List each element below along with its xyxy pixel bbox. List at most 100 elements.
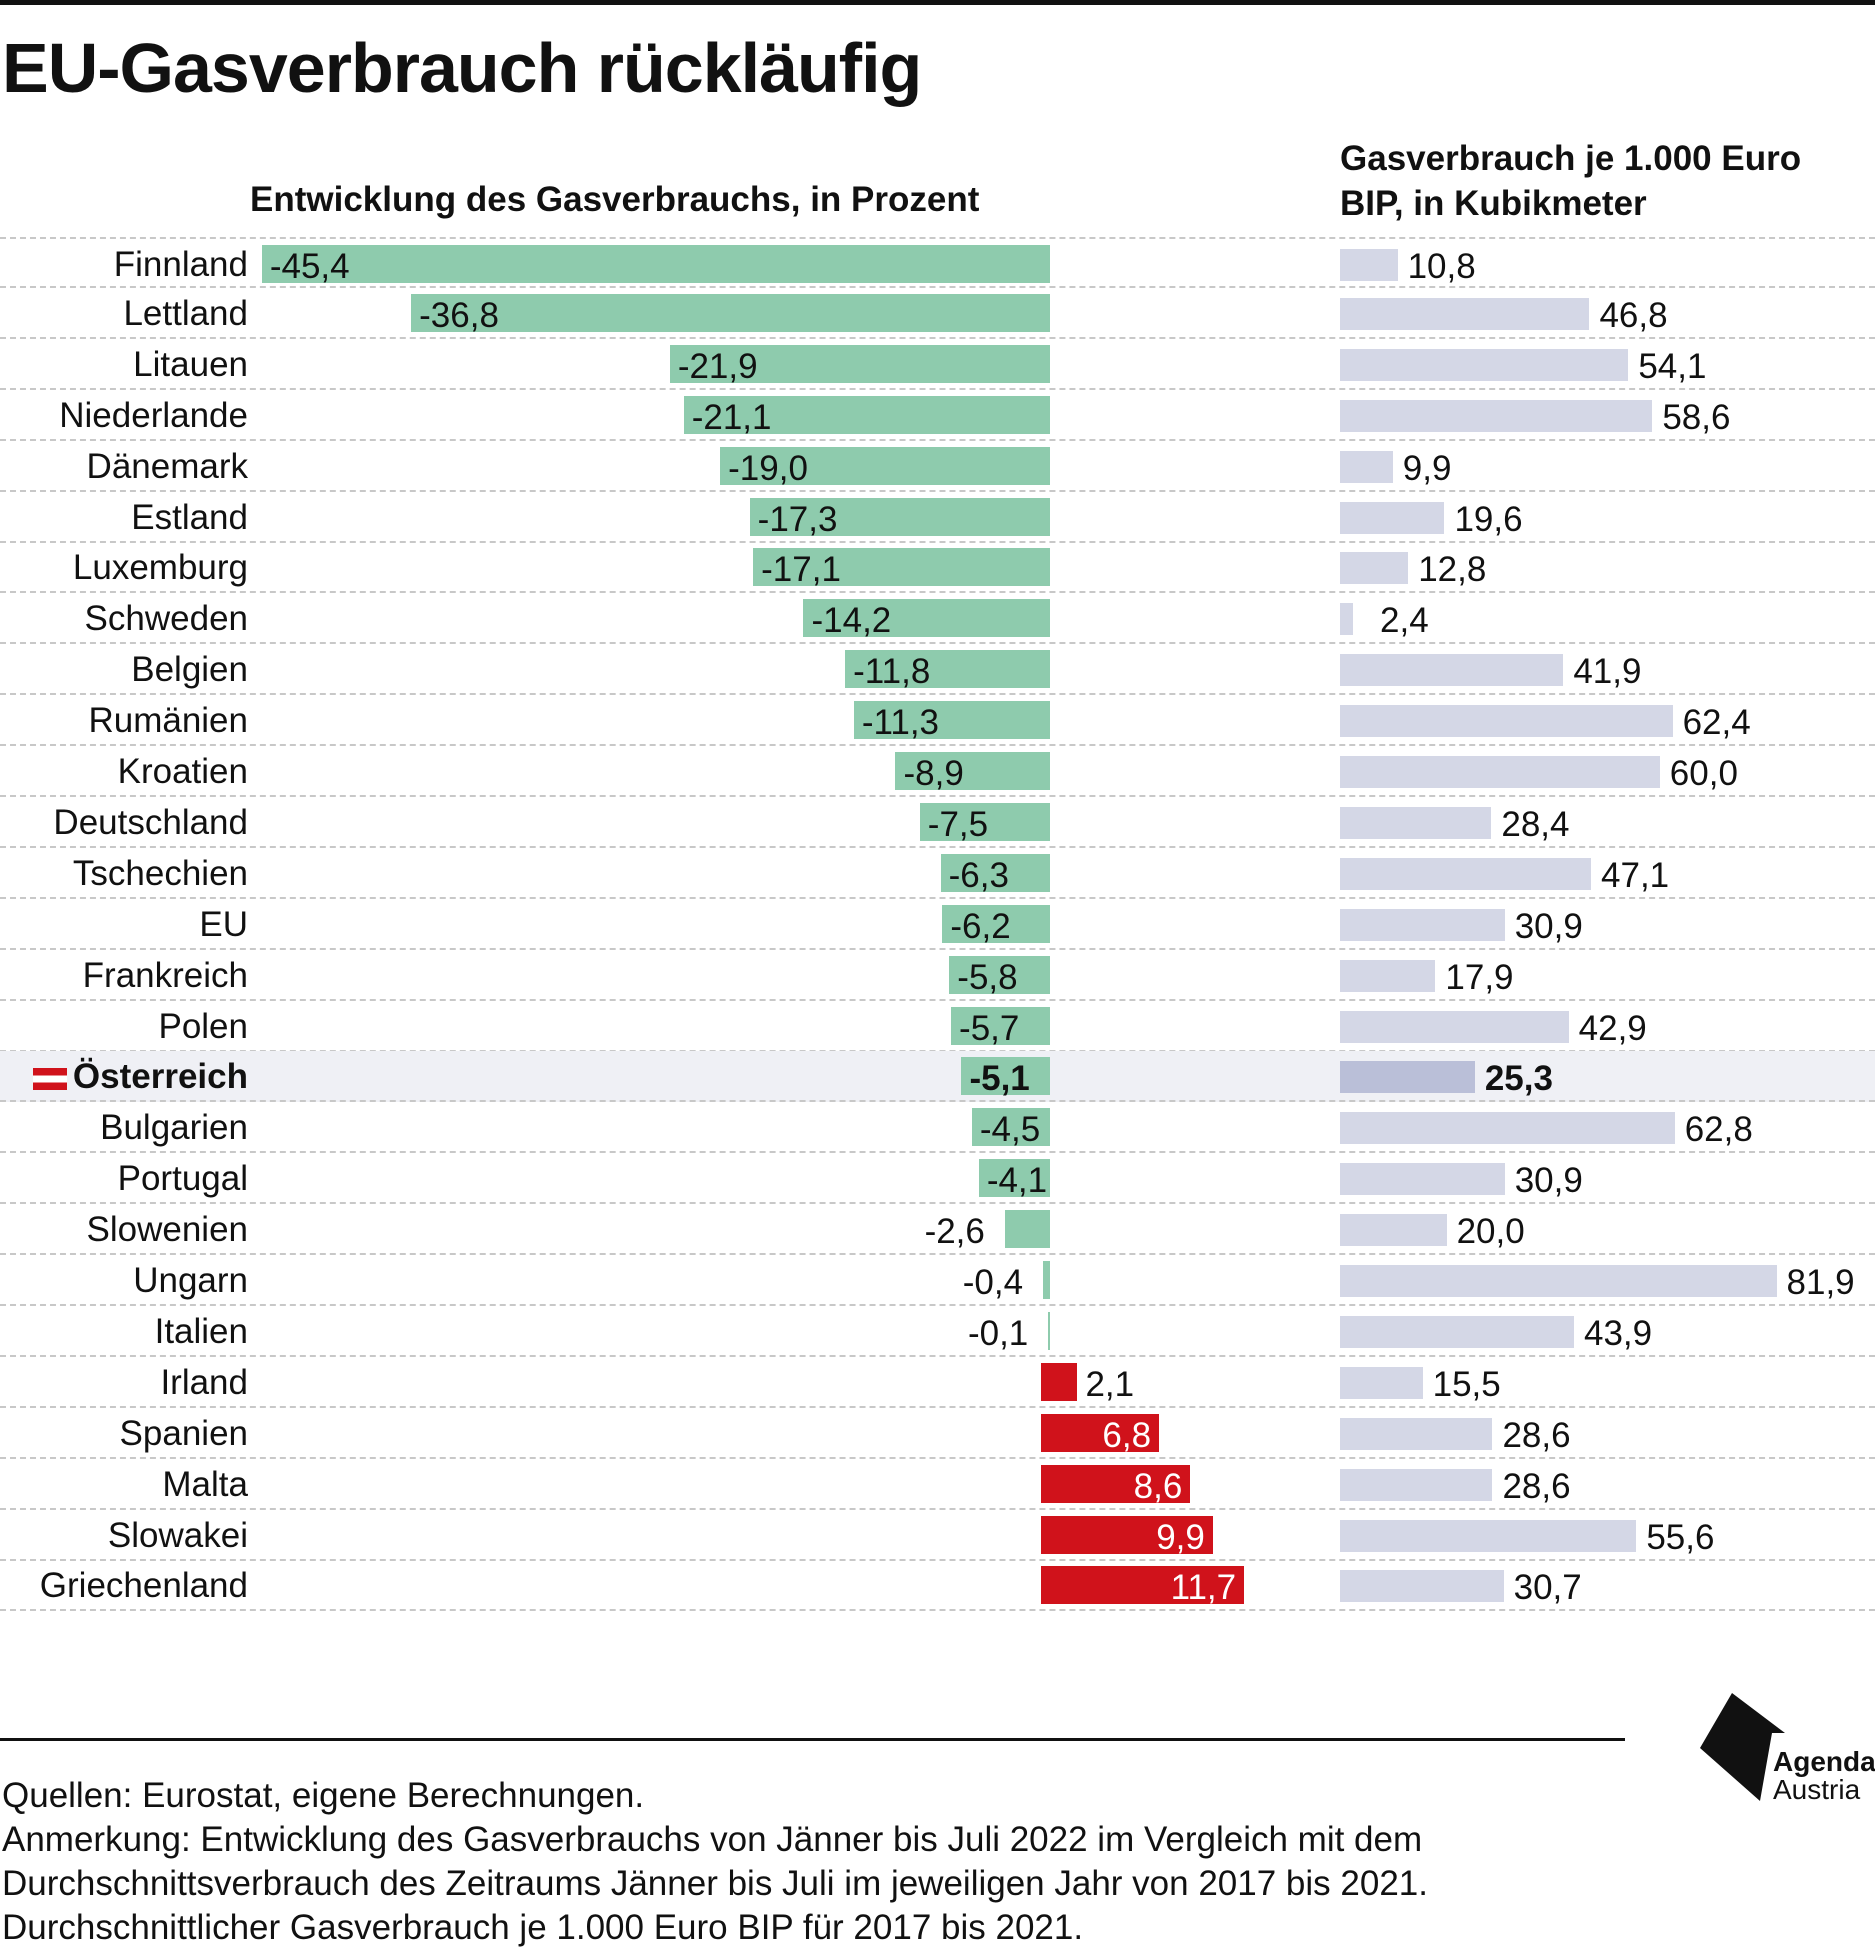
consumption-value: 30,9 (1514, 1161, 1583, 1201)
change-value: -8,9 (903, 754, 964, 793)
country-label: Estland (131, 498, 248, 538)
country-name: Slowenien (86, 1210, 249, 1250)
change-value: 8,6 (1133, 1466, 1183, 1506)
change-bar (1041, 1566, 1245, 1605)
change-bar (803, 599, 1050, 638)
change-value: -19,0 (728, 448, 808, 488)
table-row: Dänemark -19,0 9,9 (0, 441, 1875, 492)
country-name: Schweden (84, 599, 248, 639)
table-row: Belgien -11,8 41,9 (0, 644, 1875, 696)
country-name: Dänemark (86, 446, 248, 486)
agenda-austria-logo-icon (1700, 1693, 1785, 1801)
consumption-bar (1340, 1010, 1569, 1043)
change-value: -5,7 (959, 1008, 1020, 1048)
logo-line-1: Agenda (1773, 1746, 1875, 1777)
table-row: Griechenland 11,7 30,7 (0, 1560, 1875, 1612)
table-row: Ungarn -0,4 81,9 (0, 1255, 1875, 1306)
change-bar (845, 650, 1050, 689)
consumption-bar (1340, 348, 1629, 381)
change-value: -21,9 (677, 346, 758, 386)
change-value: 9,9 (1156, 1517, 1205, 1557)
country-label: Deutschland (53, 803, 248, 843)
change-value: -5,8 (957, 957, 1018, 997)
country-name: Niederlande (59, 395, 248, 435)
consumption-value: 58,6 (1662, 397, 1731, 437)
change-value: -0,1 (967, 1313, 1029, 1353)
change-bar (411, 293, 1050, 332)
country-label: Frankreich (83, 956, 248, 996)
change-value: -11,8 (853, 652, 931, 692)
table-row: Slowakei 9,9 55,6 (0, 1510, 1875, 1561)
change-value: -5,1 (969, 1059, 1030, 1099)
consumption-value: 62,8 (1684, 1110, 1753, 1150)
consumption-bar (1340, 1519, 1637, 1552)
table-row: Tschechien -6,3 47,1 (0, 848, 1875, 899)
change-value: -4,1 (986, 1161, 1048, 1201)
change-value: -4,5 (979, 1110, 1041, 1150)
table-row: Portugal -4,1 30,9 (0, 1153, 1875, 1205)
table-row: Frankreich -5,8 17,9 (0, 950, 1875, 1001)
change-bar (961, 1057, 1050, 1096)
country-name: Frankreich (82, 955, 248, 995)
table-row: Finnland -45,4 10,8 (0, 237, 1875, 288)
change-value: 2,1 (1085, 1364, 1135, 1404)
change-bar (971, 1108, 1050, 1147)
change-value: -17,1 (761, 550, 841, 590)
country-name: Estland (131, 497, 248, 537)
country-name: EU (199, 904, 248, 944)
consumption-value: 28,6 (1502, 1466, 1571, 1506)
consumption-bar (1340, 249, 1398, 281)
table-row: Rumänien -11,3 62,4 (0, 695, 1875, 747)
change-bar (261, 245, 1050, 283)
country-name: Luxemburg (72, 548, 248, 588)
country-label: Italien (155, 1312, 248, 1352)
change-value: 6,8 (1102, 1415, 1152, 1455)
consumption-value: 28,6 (1502, 1415, 1571, 1455)
country-name: Polen (158, 1006, 248, 1046)
table-row: Estland -17,3 19,6 (0, 492, 1875, 543)
change-bar (919, 802, 1050, 841)
consumption-value: 2,4 (1380, 601, 1429, 641)
country-name: Österreich (72, 1057, 248, 1097)
country-label: Lettland (123, 294, 248, 334)
logo-text: Agenda Austria (1773, 1748, 1875, 1804)
change-bar (1041, 1413, 1160, 1452)
country-name: Rumänien (88, 701, 248, 741)
change-value: -0,4 (962, 1263, 1024, 1302)
consumption-bar (1340, 297, 1590, 330)
change-bar (940, 853, 1050, 892)
consumption-bar (1340, 654, 1564, 687)
change-bar (720, 446, 1050, 485)
consumption-value: 9,9 (1402, 448, 1452, 488)
consumption-bar (1340, 705, 1673, 738)
country-name: Malta (162, 1464, 248, 1504)
consumption-bar (1340, 1570, 1504, 1603)
country-name: Bulgarien (100, 1108, 248, 1148)
change-value: -6,2 (950, 906, 1011, 946)
consumption-value: 81,9 (1786, 1263, 1855, 1302)
consumption-value: 28,4 (1501, 804, 1570, 844)
logo-line-2: Austria (1773, 1774, 1861, 1805)
consumption-bar (1340, 399, 1653, 432)
consumption-value: 12,8 (1418, 550, 1487, 590)
country-label: Ungarn (133, 1261, 248, 1301)
change-bar (683, 395, 1050, 434)
change-value: -45,4 (269, 247, 350, 286)
country-label: Finnland (114, 245, 248, 285)
left-series-title: Entwicklung des Gasverbrauchs, in Prozen… (250, 180, 980, 219)
country-label: Kroatien (118, 752, 248, 792)
change-bar (949, 955, 1050, 994)
consumption-bar (1340, 959, 1436, 992)
change-bar (753, 548, 1050, 587)
change-value: -21,1 (691, 397, 772, 437)
consumption-value: 17,9 (1445, 957, 1514, 997)
country-label: Bulgarien (100, 1108, 248, 1148)
consumption-value: 15,5 (1432, 1364, 1501, 1404)
change-bar (1041, 1464, 1191, 1503)
consumption-bar (1340, 501, 1445, 534)
consumption-value: 54,1 (1638, 346, 1707, 386)
change-value: -36,8 (419, 295, 499, 335)
country-name: Litauen (133, 344, 248, 384)
country-label: Spanien (120, 1414, 248, 1454)
consumption-bar (1340, 1265, 1777, 1297)
